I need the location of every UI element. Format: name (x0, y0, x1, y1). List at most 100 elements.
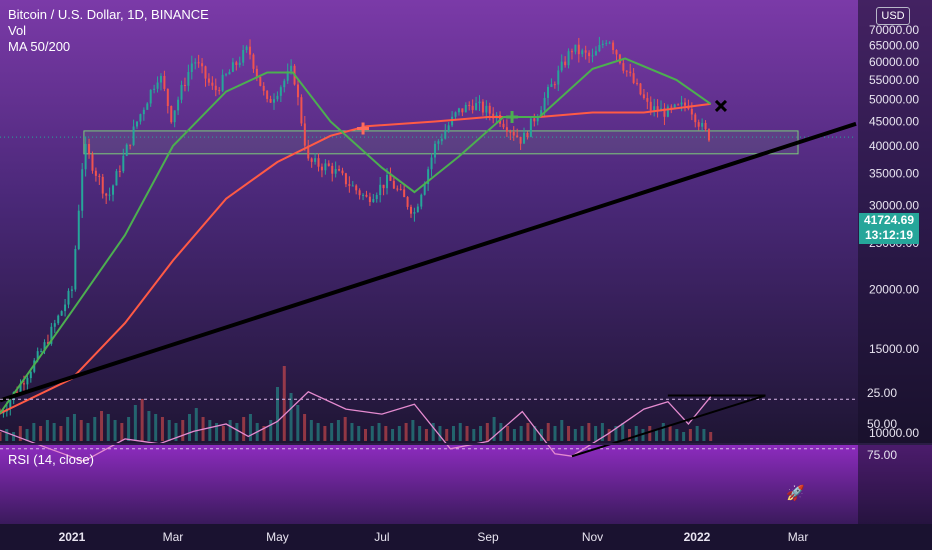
time-tick-label: 2022 (684, 530, 711, 544)
candle-body (159, 75, 162, 83)
candle-body (389, 174, 392, 181)
candle-body (454, 112, 457, 117)
volume-bar (276, 387, 280, 441)
volume-bar (45, 420, 49, 441)
candle-body (406, 197, 409, 207)
volume-bar (12, 432, 16, 441)
volume-bar (174, 423, 178, 441)
candle-body (183, 84, 186, 86)
candle-body (108, 194, 111, 196)
volume-bar (363, 429, 367, 441)
volume-bar (553, 426, 557, 441)
candle-body (112, 185, 115, 195)
volume-indicator-label[interactable]: Vol (8, 23, 27, 38)
candle-body (26, 378, 29, 385)
candle-body (560, 61, 563, 71)
candle-body (594, 51, 597, 56)
candle-body (29, 371, 32, 379)
candle-body (177, 99, 180, 111)
volume-bar (512, 429, 516, 441)
volume-bar (445, 429, 449, 441)
candle-body (396, 188, 399, 190)
candle-body (187, 72, 190, 86)
volume-bar (661, 423, 665, 441)
price-axis-background (858, 0, 932, 524)
volume-bar (600, 423, 604, 441)
volume-bar (323, 426, 327, 441)
candle-body (122, 155, 125, 172)
candle-body (50, 326, 53, 344)
time-tick-label: Mar (788, 530, 809, 544)
moving-average-label[interactable]: MA 50/200 (8, 39, 71, 54)
support-zone (83, 130, 799, 155)
volume-bar (560, 420, 564, 441)
symbol-title[interactable]: Bitcoin / U.S. Dollar, 1D, BINANCE (8, 7, 209, 22)
candle-body (464, 104, 467, 113)
candle-body (341, 170, 344, 174)
candle-body (255, 68, 258, 77)
candle-body (101, 176, 104, 194)
candle-body (437, 141, 440, 144)
candle-body (598, 44, 601, 52)
time-tick-label: Nov (582, 530, 603, 544)
candle-body (639, 83, 642, 95)
candle-body (166, 88, 169, 107)
rsi-trendline (571, 394, 766, 458)
candle-body (567, 51, 570, 66)
currency-button[interactable]: USD (876, 7, 910, 25)
price-tick-label: 40000.00 (869, 139, 919, 153)
candle-body (273, 99, 275, 103)
candle-body (228, 71, 231, 75)
candle-body (231, 62, 234, 72)
volume-bar (309, 420, 313, 441)
volume-bar (215, 423, 219, 441)
candle-body (701, 122, 704, 127)
candle-body (197, 62, 200, 64)
candle-body (36, 351, 39, 361)
candle-body (300, 97, 303, 124)
volume-bar (5, 429, 9, 441)
rsi-indicator-label[interactable]: RSI (14, close) (8, 452, 94, 467)
candle-body (139, 114, 142, 122)
volume-bar (533, 426, 537, 441)
candle-body (132, 126, 135, 145)
volume-bar (607, 429, 611, 441)
volume-bar (120, 423, 124, 441)
candle-body (242, 50, 245, 63)
candle-body (379, 184, 382, 196)
volume-bar (438, 426, 442, 441)
candle-body (433, 143, 436, 158)
candle-body (331, 165, 334, 174)
volume-bar (194, 408, 198, 441)
candle-body (269, 98, 272, 103)
candle-body (553, 84, 556, 86)
candle-body (636, 82, 639, 84)
volume-bar (492, 417, 496, 441)
candle-body (201, 63, 204, 67)
volume-bar (655, 429, 659, 441)
candle-body (557, 70, 560, 85)
volume-bar (424, 429, 428, 441)
volume-bar (235, 423, 239, 441)
candle-body (666, 106, 669, 117)
volume-bar (526, 423, 530, 441)
candle-body (605, 42, 608, 44)
last-price-tag: 41724.69 13:12:19 (859, 213, 919, 244)
volume-bar (465, 426, 469, 441)
volume-bar (479, 426, 483, 441)
candle-body (485, 105, 488, 113)
volume-bar (377, 423, 381, 441)
candle-body (170, 106, 173, 123)
ma200-line (0, 102, 711, 415)
candle-body (547, 86, 549, 98)
candle-body (663, 108, 666, 117)
candle-body (129, 144, 132, 146)
time-tick-label: May (266, 530, 289, 544)
candle-body (543, 97, 546, 111)
price-pane-background (0, 0, 932, 444)
volume-bar (93, 417, 97, 441)
candle-body (238, 62, 241, 65)
candle-body (153, 88, 156, 90)
